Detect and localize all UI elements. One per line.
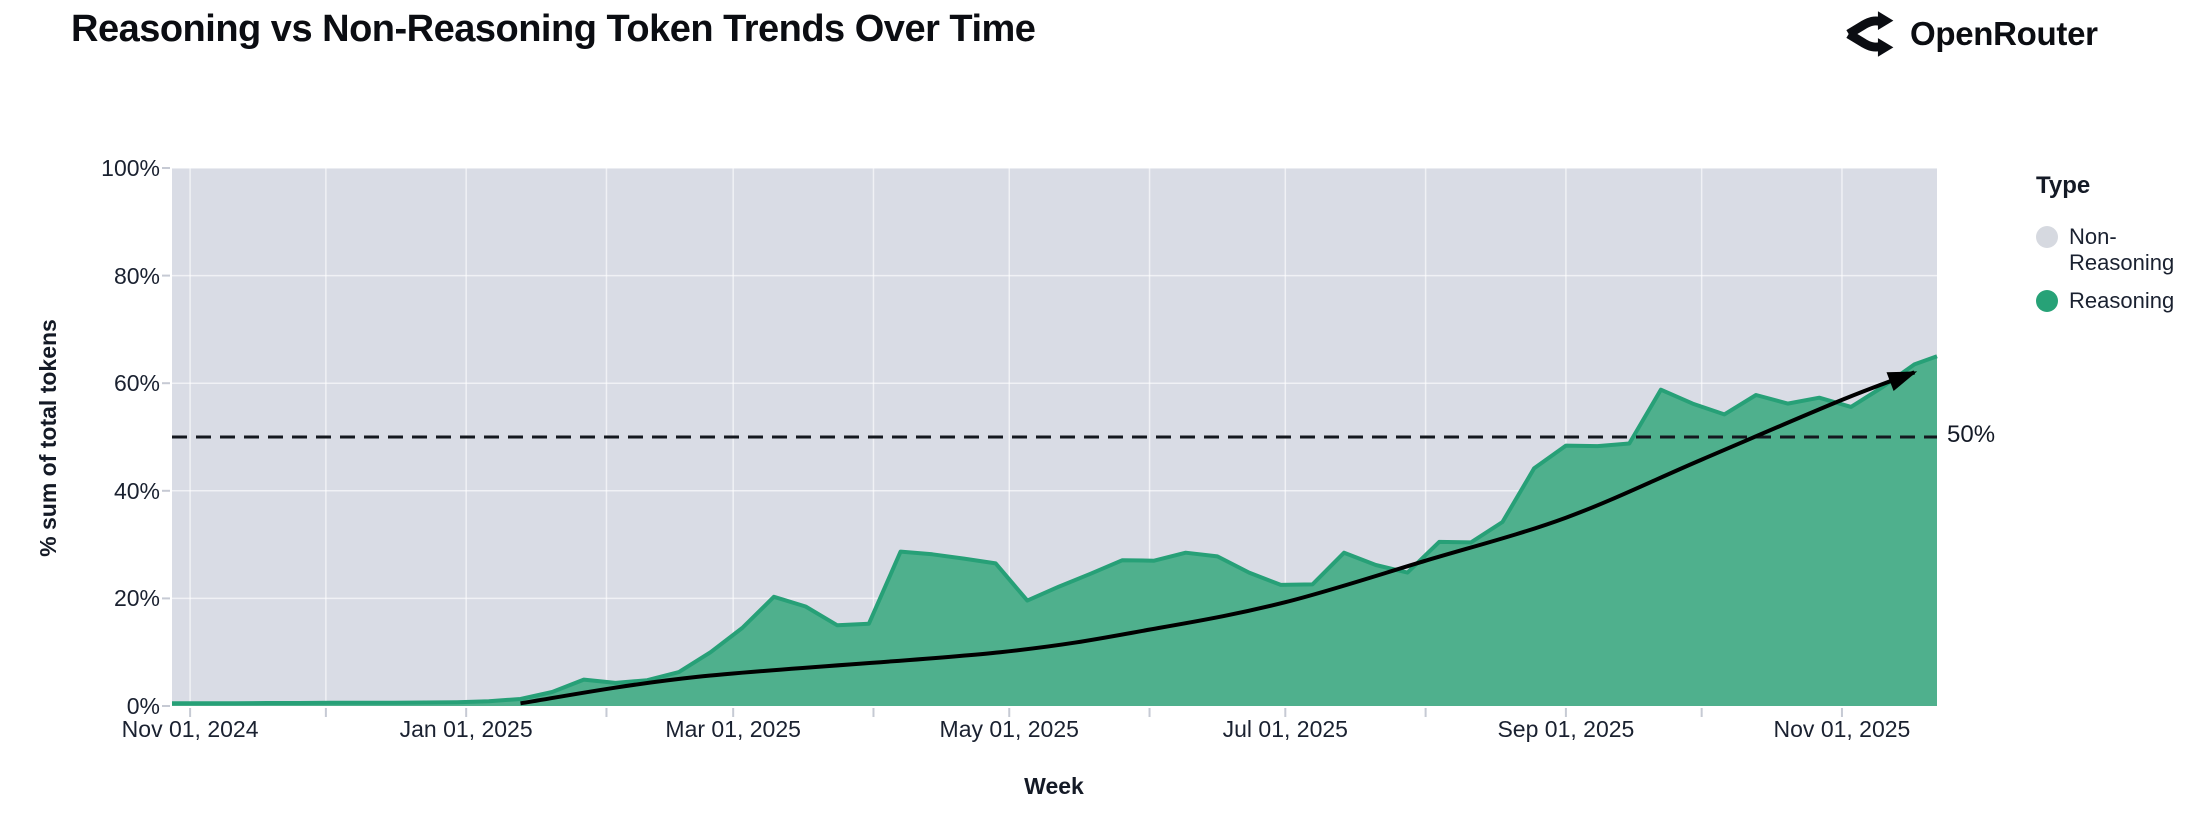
legend-item-label: Non-Reasoning (2069, 224, 2175, 275)
y-tick-label: 60% (113, 370, 160, 397)
y-axis-title: % sum of total tokens (35, 319, 61, 557)
trend-line (520, 370, 1916, 706)
x-tick-label: Nov 01, 2024 (121, 716, 259, 742)
y-tick-label: 20% (113, 585, 160, 612)
x-tick-label: Sep 01, 2025 (1497, 716, 1635, 742)
non-reasoning-swatch-icon (2036, 226, 2058, 248)
trend-arrowhead-icon (1886, 371, 1918, 392)
x-tick-label: Mar 01, 2025 (665, 716, 801, 742)
y-tick-label: 40% (113, 477, 160, 504)
legend-title: Type (2036, 172, 2091, 199)
openrouter-logo-icon (1843, 8, 1895, 60)
chart-title: Reasoning vs Non-Reasoning Token Trends … (71, 8, 1036, 50)
x-tick-label: Jan 01, 2025 (399, 716, 533, 742)
y-tick-label: 80% (113, 262, 160, 289)
reasoning-line (172, 354, 1938, 706)
y-tick-label: 0% (126, 693, 160, 719)
legend: Type Non-Reasoning Reasoning (2036, 172, 2200, 326)
x-tick-label: Jul 01, 2025 (1222, 716, 1348, 742)
brand-name: OpenRouter (1910, 15, 2098, 52)
reasoning-swatch-icon (2036, 290, 2058, 312)
legend-item-non-reasoning[interactable]: Non-Reasoning (2036, 224, 2200, 276)
legend-item-reasoning[interactable]: Reasoning (2036, 288, 2200, 314)
plot-area (162, 167, 1938, 717)
reference-line-label: 50% (1947, 421, 1996, 448)
y-tick-label: 100% (101, 155, 160, 181)
x-axis-title: Week (1024, 773, 1084, 799)
x-tick-label: May 01, 2025 (939, 716, 1079, 742)
legend-item-label: Reasoning (2069, 288, 2175, 313)
x-tick-label: Nov 01, 2025 (1773, 716, 1911, 742)
brand: OpenRouter (1843, 8, 2098, 60)
reasoning-area (172, 356, 1937, 706)
